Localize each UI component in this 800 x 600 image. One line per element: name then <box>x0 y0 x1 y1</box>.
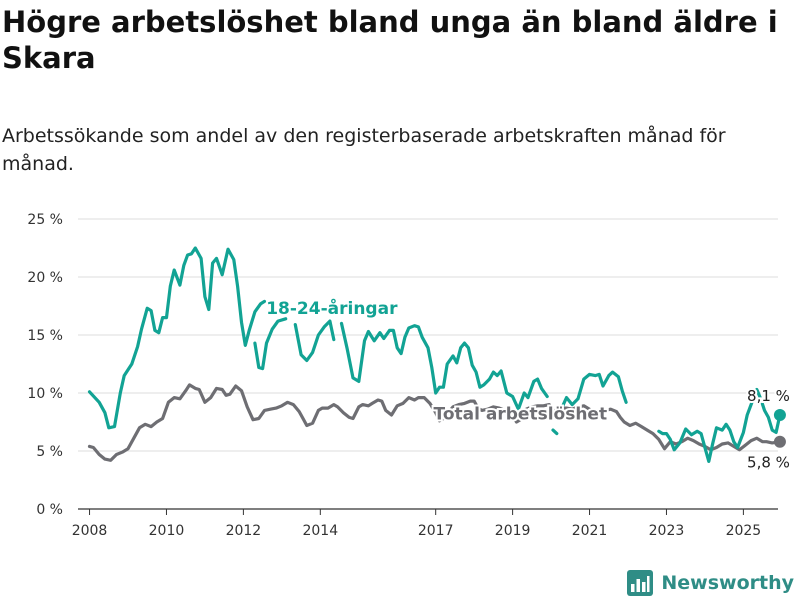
x-tick-label: 2012 <box>226 523 262 539</box>
y-tick-label: 20 % <box>27 270 63 286</box>
y-tick-label: 0 % <box>36 502 63 518</box>
newsworthy-brand: Newsworthy <box>627 568 794 598</box>
page-title: Högre arbetslöshet bland unga än bland ä… <box>2 5 778 75</box>
x-tick-label: 2017 <box>418 523 454 539</box>
bar-chart-logo-icon <box>627 570 654 596</box>
series-line-18-24 <box>559 370 628 412</box>
y-tick-label: 10 % <box>27 386 63 402</box>
x-tick-label: 2021 <box>572 523 608 539</box>
series-label-total: Total arbetslöshet <box>434 405 608 425</box>
x-tick-label: 2023 <box>649 523 685 539</box>
x-tick-label: 2025 <box>726 523 762 539</box>
end-label-total: 5,8 % <box>747 454 790 472</box>
series-layer <box>87 246 786 463</box>
end-point-total <box>773 435 786 448</box>
y-tick-label: 15 % <box>27 328 63 344</box>
end-label-18-24: 8,1 % <box>747 387 790 405</box>
brand-name: Newsworthy <box>661 572 794 594</box>
y-tick-label: 5 % <box>36 444 63 460</box>
series-line-18-24 <box>253 317 288 371</box>
end-point-18-24 <box>773 409 786 422</box>
series-line-total <box>87 383 782 462</box>
series-label-18-24: 18-24-åringar <box>266 297 398 319</box>
axis-layer: 0 % 5 % 10 % 15 % 20 % 25 % 2008 2010 2012 2014 20… <box>27 212 761 539</box>
x-tick-label: 2019 <box>495 523 531 539</box>
series-line-18-24 <box>293 319 336 363</box>
series-line-18-24 <box>339 321 549 411</box>
x-tick-label: 2014 <box>302 523 338 539</box>
label-layer: 18-24-åringar Total arbetslöshet 8,1 % 5,8 … <box>264 295 792 474</box>
grid-layer <box>78 218 778 510</box>
unemployment-line-chart: 0 % 5 % 10 % 15 % 20 % 25 % 2008 2010 2012 2014 20… <box>27 212 792 539</box>
series-line-18-24 <box>657 387 782 463</box>
x-tick-label: 2010 <box>149 523 185 539</box>
series-line-18-24 <box>551 428 559 436</box>
x-tick-label: 2008 <box>72 523 108 539</box>
series-line-18-24 <box>87 246 267 430</box>
chart-subtitle: Arbetssökande som andel av den registerb… <box>2 125 726 175</box>
y-tick-label: 25 % <box>27 212 63 228</box>
